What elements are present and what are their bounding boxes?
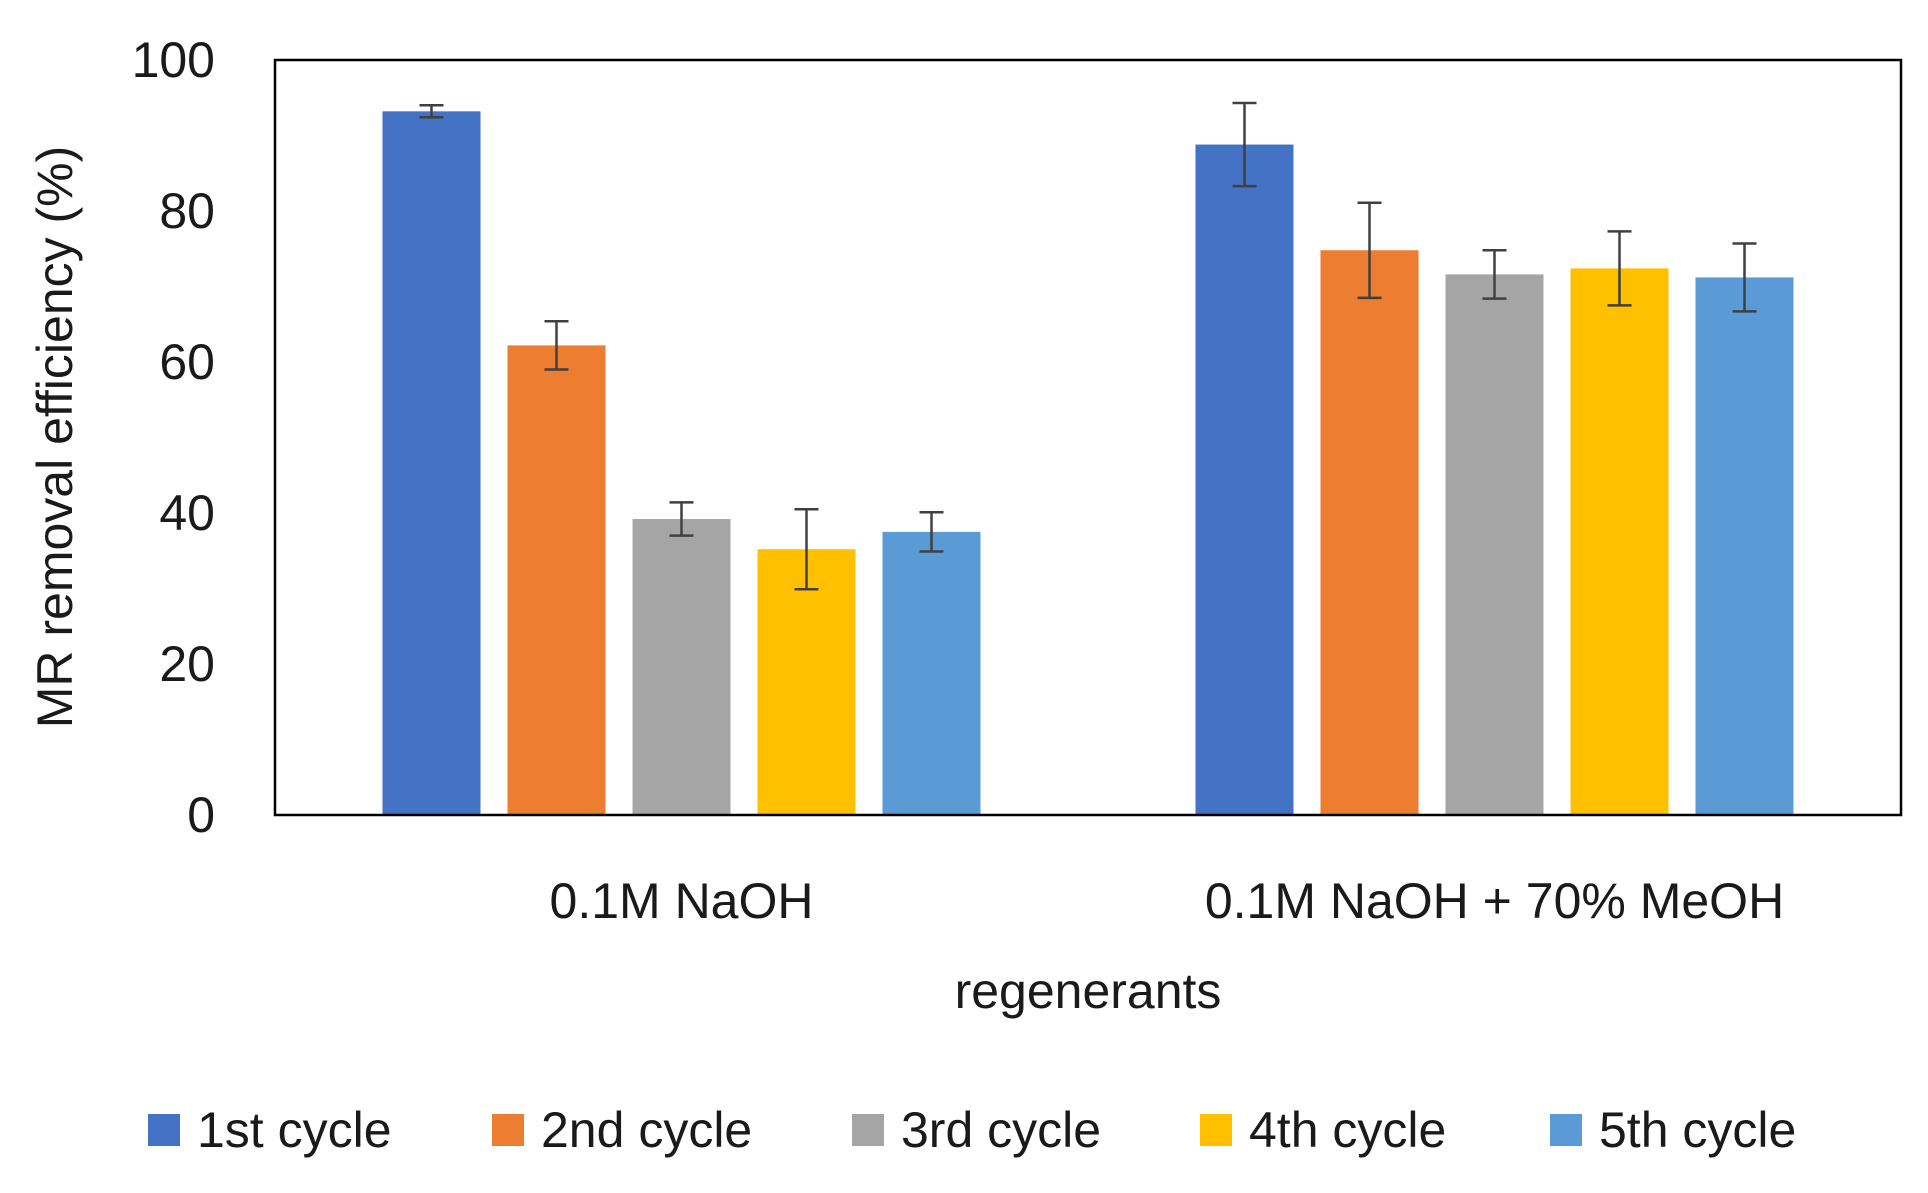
legend-item: 4th cycle: [1200, 1102, 1446, 1158]
x-category-label: 0.1M NaOH + 70% MeOH: [1205, 873, 1784, 929]
y-tick-label: 20: [159, 636, 215, 692]
error-bar: [1732, 242, 1757, 313]
y-tick-label: 0: [187, 787, 215, 843]
bar-2nd-cycle-1: [507, 345, 606, 815]
legend-label: 2nd cycle: [541, 1102, 752, 1158]
bar-4th-cycle-2: [1570, 268, 1669, 815]
error-bar: [1482, 249, 1507, 300]
bar-1st-cycle-2: [1195, 144, 1294, 815]
legend-swatch: [852, 1114, 884, 1146]
y-axis-ticks: 0 20 40 60 80 100: [132, 32, 215, 843]
legend-item: 1st cycle: [148, 1102, 392, 1158]
bar-2nd-cycle-2: [1320, 250, 1419, 815]
error-bar: [1357, 201, 1382, 300]
legend-label: 5th cycle: [1599, 1102, 1796, 1158]
legend-item: 3rd cycle: [852, 1102, 1101, 1158]
y-tick-label: 80: [159, 183, 215, 239]
bar-3rd-cycle-2: [1445, 274, 1544, 815]
y-tick-label: 60: [159, 334, 215, 390]
error-bars-layer: [419, 101, 1757, 591]
y-tick-label: 40: [159, 485, 215, 541]
bar-5th-cycle-2: [1695, 277, 1794, 815]
legend-item: 2nd cycle: [492, 1102, 752, 1158]
error-bar: [794, 507, 819, 591]
legend-label: 4th cycle: [1249, 1102, 1446, 1158]
bar-3rd-cycle-1: [632, 519, 731, 815]
legend-label: 1st cycle: [197, 1102, 392, 1158]
bars-layer: [382, 111, 1794, 816]
error-bar: [419, 104, 444, 119]
legend-swatch: [1200, 1114, 1232, 1146]
legend-swatch: [1550, 1114, 1582, 1146]
error-bar: [1232, 101, 1257, 188]
bar-1st-cycle-1: [382, 111, 481, 816]
y-tick-label: 100: [132, 32, 215, 88]
legend-item: 5th cycle: [1550, 1102, 1796, 1158]
legend-swatch: [148, 1114, 180, 1146]
y-axis-title: MR removal efficiency (%): [27, 146, 83, 729]
error-bar: [544, 319, 569, 371]
bar-5th-cycle-1: [882, 531, 981, 815]
error-bar: [919, 510, 944, 553]
legend-label: 3rd cycle: [901, 1102, 1101, 1158]
legend: 1st cycle 2nd cycle 3rd cycle 4th cycle 5th …: [148, 1102, 1796, 1158]
x-axis-categories: 0.1M NaOH 0.1M NaOH + 70% MeOH: [550, 873, 1785, 929]
legend-swatch: [492, 1114, 524, 1146]
error-bar: [1607, 230, 1632, 307]
x-category-label: 0.1M NaOH: [550, 873, 814, 929]
plot-area-frame: [273, 58, 1903, 817]
bar-4th-cycle-1: [757, 549, 856, 815]
error-bar: [669, 501, 694, 537]
x-axis-title: regenerants: [955, 963, 1222, 1019]
